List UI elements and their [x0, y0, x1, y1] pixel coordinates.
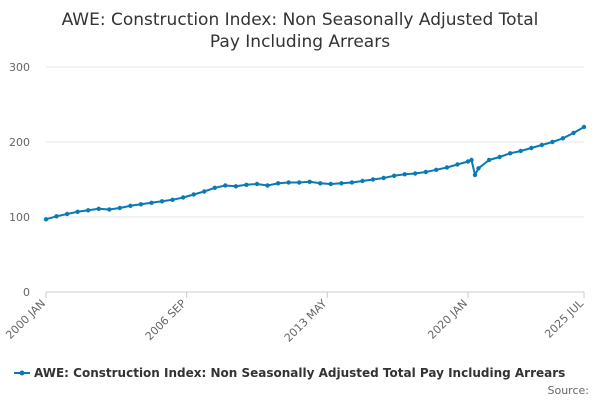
data-point-2015-jul[interactable] [370, 177, 376, 182]
chart-title-line-2: Pay Including Arrears [210, 32, 390, 52]
x-tick-label-3: 2020 JAN [425, 297, 470, 342]
x-axis: 2000 JAN 2006 SEP 2013 MAY 2020 JAN 2025 JUL [3, 291, 587, 345]
data-point-2011-jul[interactable] [286, 180, 291, 185]
data-point-2019-jan[interactable] [444, 165, 450, 170]
data-point-2006-jul[interactable] [180, 195, 186, 200]
data-point-2019-jul[interactable] [455, 162, 460, 167]
data-point-2013-jan[interactable] [318, 181, 323, 186]
series-line-0 [45, 126, 585, 221]
gridlines [46, 66, 584, 218]
chart-title: AWE: Construction Index: Non Seasonally … [62, 10, 539, 52]
legend-marker-swatch [19, 370, 25, 376]
data-point-2025-jul[interactable] [581, 124, 587, 130]
data-point-2020-jul[interactable] [476, 166, 481, 171]
legend-label: AWE: Construction Index: Non Seasonally … [34, 366, 565, 380]
data-point-2014-jul[interactable] [349, 180, 355, 185]
data-point-2016-jan[interactable] [381, 175, 386, 181]
data-point-2015-jan[interactable] [360, 178, 365, 184]
x-tick-label-2: 2013 MAY [282, 297, 330, 345]
data-point-2006-jan[interactable] [170, 197, 175, 202]
data-point-2007-jul[interactable] [202, 189, 207, 194]
data-point-2025-jan[interactable] [571, 130, 576, 136]
x-tick-label-4: 2025 JUL [542, 296, 586, 340]
data-point-2020-jan[interactable] [465, 159, 471, 164]
data-point-2023-jan[interactable] [529, 145, 534, 151]
data-point-2005-jul[interactable] [159, 199, 165, 204]
y-tick-label-300: 300 [9, 61, 30, 74]
y-axis-ticks: 0 100 200 300 [9, 61, 30, 299]
data-point-2001-jan[interactable] [64, 211, 70, 217]
data-point-2008-jul[interactable] [223, 183, 228, 188]
data-point-2024-jan[interactable] [550, 139, 555, 145]
chart-title-line-1: AWE: Construction Index: Non Seasonally … [62, 10, 539, 30]
series-group [43, 124, 587, 222]
data-point-2017-jul[interactable] [413, 171, 418, 176]
data-point-2023-jul[interactable] [539, 142, 544, 148]
data-point-2001-jul[interactable] [75, 209, 80, 214]
data-point-2018-jul[interactable] [434, 167, 439, 172]
data-point-2003-jan[interactable] [107, 207, 112, 212]
data-point-2022-jan[interactable] [508, 151, 513, 156]
y-tick-label-0: 0 [23, 286, 30, 299]
data-point-2012-jan[interactable] [297, 180, 302, 185]
y-tick-label-100: 100 [9, 211, 30, 224]
data-point-2002-jul[interactable] [96, 206, 101, 211]
data-point-2011-jan[interactable] [275, 181, 281, 186]
data-point-2022-jul[interactable] [518, 148, 523, 154]
data-point-2013-jul[interactable] [328, 181, 333, 187]
data-point-2009-jan[interactable] [233, 184, 239, 189]
data-point-2002-jan[interactable] [86, 208, 91, 213]
legend[interactable]: AWE: Construction Index: Non Seasonally … [14, 366, 565, 380]
x-tick-label-0: 2000 JAN [3, 297, 48, 342]
data-point-2009-jul[interactable] [244, 182, 249, 187]
data-point-2004-jul[interactable] [138, 202, 144, 207]
x-tick-label-1: 2006 SEP [143, 297, 189, 343]
data-point-2021-jul[interactable] [497, 154, 502, 160]
data-point-2005-jan[interactable] [149, 200, 154, 205]
data-point-2018-jan[interactable] [423, 169, 428, 175]
data-point-2012-jul[interactable] [307, 179, 312, 184]
data-point-2021-jan[interactable] [486, 157, 492, 163]
data-point-2000-jan[interactable] [43, 217, 49, 222]
data-point-2003-jul[interactable] [117, 205, 123, 211]
data-point-2010-jul[interactable] [265, 183, 270, 188]
data-point-2008-jan[interactable] [212, 185, 217, 190]
data-point-2007-jan[interactable] [191, 192, 196, 197]
data-point-2016-jul[interactable] [391, 173, 397, 178]
data-point-2010-jan[interactable] [254, 181, 260, 187]
data-point-2024-jul[interactable] [560, 136, 566, 141]
data-point-2020-mar[interactable] [469, 157, 474, 163]
data-point-2020-may[interactable] [472, 172, 478, 178]
data-point-2017-jan[interactable] [402, 172, 407, 177]
data-point-2004-jan[interactable] [128, 203, 133, 208]
data-point-2000-jul[interactable] [54, 214, 59, 219]
data-point-2014-jan[interactable] [339, 181, 344, 186]
source-label: Source: [548, 384, 590, 397]
y-tick-label-200: 200 [9, 136, 30, 149]
